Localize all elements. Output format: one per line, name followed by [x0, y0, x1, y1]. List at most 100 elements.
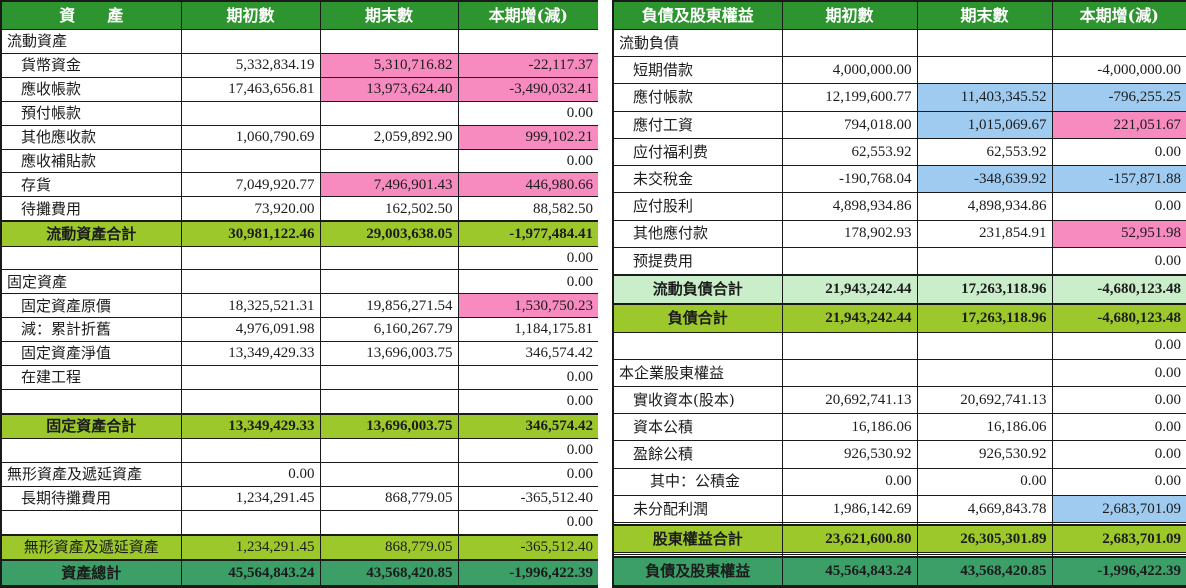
row-label-cell[interactable]: 盈餘公積	[612, 440, 783, 469]
value-cell[interactable]: 1,060,790.69	[180, 124, 321, 150]
column-header-cell[interactable]: 期末數	[916, 0, 1053, 30]
value-cell[interactable]: 178,902.93	[781, 219, 918, 248]
value-cell[interactable]: 2,059,892.90	[319, 124, 459, 150]
row-label-cell[interactable]: 長期待攤費用	[0, 485, 182, 511]
row-label-cell[interactable]	[0, 438, 182, 464]
value-cell[interactable]: 17,263,118.96	[916, 303, 1053, 333]
row-label-cell[interactable]: 其他應收款	[0, 124, 182, 150]
value-cell[interactable]	[319, 509, 459, 536]
row-label-cell[interactable]: 未交稅金	[612, 165, 783, 194]
value-cell[interactable]	[180, 29, 321, 54]
value-cell[interactable]: -1,996,422.39	[457, 559, 600, 588]
row-label-cell[interactable]: 應收帳款	[0, 76, 182, 102]
value-cell[interactable]	[319, 365, 459, 390]
value-cell[interactable]	[916, 28, 1053, 58]
value-cell[interactable]: 7,049,920.77	[180, 172, 321, 198]
row-label-cell[interactable]: 應付帳款	[612, 83, 783, 112]
value-cell[interactable]: 17,263,118.96	[916, 274, 1053, 305]
row-label-cell[interactable]: 流動負債合計	[612, 274, 783, 305]
value-cell[interactable]: 926,530.92	[781, 440, 918, 469]
value-cell[interactable]: 926,530.92	[916, 440, 1053, 469]
value-cell[interactable]	[180, 100, 321, 126]
value-cell[interactable]	[319, 29, 459, 54]
value-cell[interactable]: -190,768.04	[781, 165, 918, 194]
value-cell[interactable]: 13,696,003.75	[319, 341, 459, 367]
value-cell[interactable]	[180, 509, 321, 536]
value-cell[interactable]: 4,898,934.86	[781, 192, 918, 221]
value-cell[interactable]: 0.00	[1051, 413, 1186, 442]
column-header-cell[interactable]: 本期增(減)	[457, 0, 600, 30]
value-cell[interactable]	[319, 462, 459, 487]
value-cell[interactable]: -1,977,484.41	[457, 220, 600, 247]
value-cell[interactable]: 43,568,420.85	[916, 555, 1053, 588]
value-cell[interactable]: 231,854.91	[916, 219, 1053, 248]
value-cell[interactable]: 868,779.05	[319, 533, 459, 561]
value-cell[interactable]: 868,779.05	[319, 485, 459, 511]
value-cell[interactable]: 13,349,429.33	[180, 341, 321, 367]
value-cell[interactable]: 0.00	[1051, 467, 1186, 496]
column-header-cell[interactable]: 資 產	[0, 0, 182, 30]
row-label-cell[interactable]: 固定資產合計	[0, 413, 182, 440]
value-cell[interactable]: 1,234,291.45	[180, 485, 321, 511]
value-cell[interactable]	[319, 388, 459, 415]
value-cell[interactable]: 346,574.42	[457, 413, 600, 440]
row-label-cell[interactable]: 待攤費用	[0, 196, 182, 222]
value-cell[interactable]	[781, 246, 918, 276]
row-label-cell[interactable]: 貨幣資金	[0, 52, 182, 78]
value-cell[interactable]	[180, 438, 321, 464]
row-label-cell[interactable]: 流動資產	[0, 29, 182, 54]
row-label-cell[interactable]: 負債合計	[612, 303, 783, 333]
value-cell[interactable]: 26,305,301.89	[916, 523, 1053, 554]
value-cell[interactable]: 1,530,750.23	[457, 293, 600, 319]
column-header-cell[interactable]: 負債及股東權益	[612, 0, 783, 30]
row-label-cell[interactable]	[0, 245, 182, 271]
value-cell[interactable]: 346,574.42	[457, 341, 600, 367]
column-header-cell[interactable]: 期初數	[180, 0, 321, 30]
row-label-cell[interactable]: 應收補貼款	[0, 148, 182, 174]
column-header-cell[interactable]: 本期增(減)	[1051, 0, 1186, 30]
row-label-cell[interactable]: 應付工資	[612, 110, 783, 139]
row-label-cell[interactable]: 無形資產及遞延資產	[0, 462, 182, 487]
value-cell[interactable]: 30,981,122.46	[180, 220, 321, 247]
value-cell[interactable]	[916, 56, 1053, 85]
value-cell[interactable]: 73,920.00	[180, 196, 321, 222]
row-label-cell[interactable]: 存貨	[0, 172, 182, 198]
value-cell[interactable]	[916, 331, 1053, 360]
value-cell[interactable]: 0.00	[457, 245, 600, 271]
row-label-cell[interactable]: 应付股利	[612, 192, 783, 221]
value-cell[interactable]	[180, 245, 321, 271]
value-cell[interactable]: 0.00	[457, 462, 600, 487]
row-label-cell[interactable]: 負債及股東權益	[612, 555, 783, 588]
value-cell[interactable]	[457, 29, 600, 54]
row-label-cell[interactable]: 固定資產原價	[0, 293, 182, 319]
value-cell[interactable]	[319, 100, 459, 126]
value-cell[interactable]	[319, 269, 459, 295]
value-cell[interactable]	[319, 245, 459, 271]
value-cell[interactable]	[180, 365, 321, 390]
value-cell[interactable]: 4,669,843.78	[916, 494, 1053, 524]
value-cell[interactable]: 12,199,600.77	[781, 83, 918, 112]
value-cell[interactable]: 1,234,291.45	[180, 533, 321, 561]
value-cell[interactable]: -157,871.88	[1051, 165, 1186, 194]
value-cell[interactable]: 2,683,701.09	[1051, 523, 1186, 554]
value-cell[interactable]: 1,015,069.67	[916, 110, 1053, 139]
row-label-cell[interactable]: 短期借款	[612, 56, 783, 85]
value-cell[interactable]: 16,186.06	[781, 413, 918, 442]
row-label-cell[interactable]: 其中：公積金	[612, 467, 783, 496]
value-cell[interactable]: 0.00	[1051, 440, 1186, 469]
value-cell[interactable]: -1,996,422.39	[1051, 555, 1186, 588]
value-cell[interactable]: 0.00	[1051, 385, 1186, 415]
value-cell[interactable]: 4,898,934.86	[916, 192, 1053, 221]
value-cell[interactable]: 162,502.50	[319, 196, 459, 222]
value-cell[interactable]: 0.00	[781, 467, 918, 496]
value-cell[interactable]: 0.00	[457, 100, 600, 126]
row-label-cell[interactable]: 其他應付款	[612, 219, 783, 248]
value-cell[interactable]: 6,160,267.79	[319, 317, 459, 343]
row-label-cell[interactable]: 預付帳款	[0, 100, 182, 126]
value-cell[interactable]: 13,349,429.33	[180, 413, 321, 440]
value-cell[interactable]	[319, 148, 459, 174]
value-cell[interactable]: -4,680,123.48	[1051, 274, 1186, 305]
row-label-cell[interactable]: 预提费用	[612, 246, 783, 276]
value-cell[interactable]: 45,564,843.24	[781, 555, 918, 588]
row-label-cell[interactable]: 本企業股東權益	[612, 358, 783, 387]
